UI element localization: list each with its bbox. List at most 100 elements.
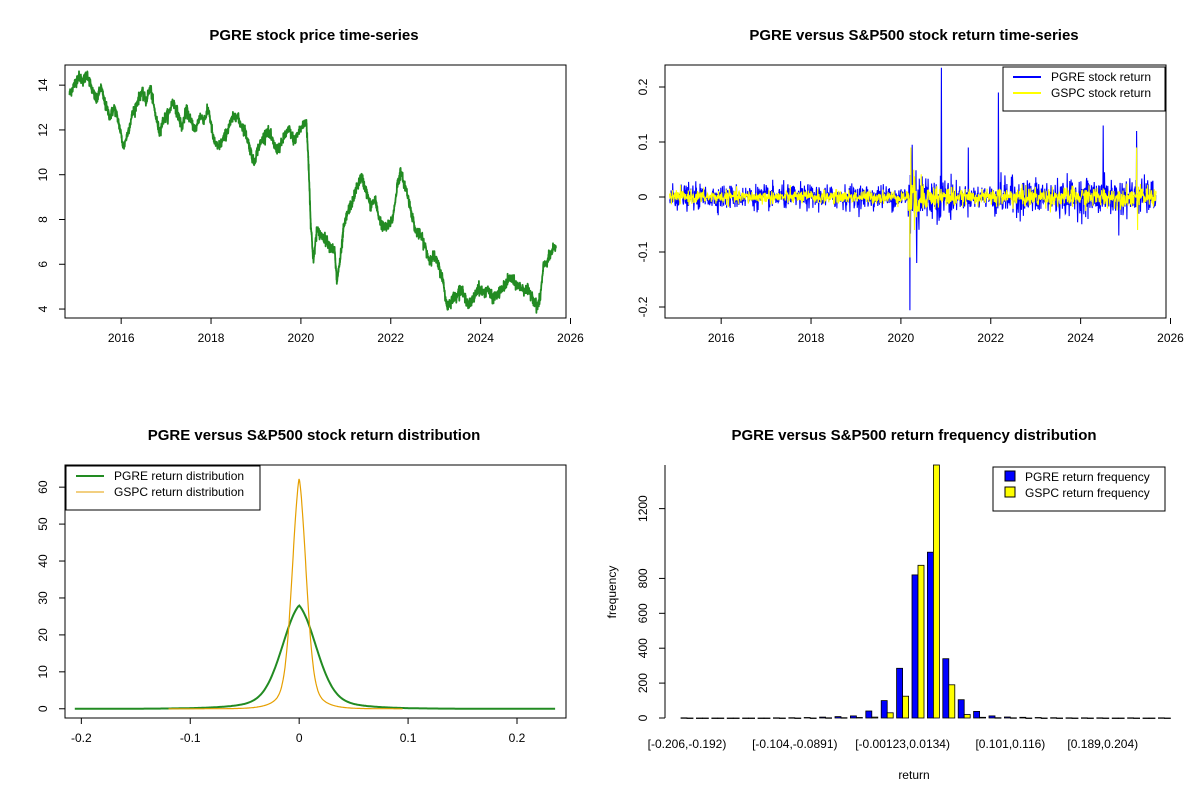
gspc-freq-bar: [763, 717, 771, 719]
returns-plot-frame: [664, 64, 1167, 319]
gspc-freq-bar: [917, 564, 925, 719]
gspc-freq-bar: [794, 717, 802, 719]
gspc-freq-bar: [902, 695, 909, 719]
returns-ytick-label: 0: [636, 193, 650, 200]
histogram-xlabel: return: [898, 768, 929, 782]
pgre-freq-bar: [973, 711, 980, 719]
density-legend-label: GSPC return distribution: [114, 485, 244, 499]
price-ytick-label: 8: [36, 216, 50, 223]
density-xtick-label: -0.1: [180, 731, 201, 745]
gspc-freq-bar: [748, 717, 755, 719]
returns-ytick-label: -0.2: [636, 296, 650, 317]
price-xtick-label: 2022: [377, 331, 404, 345]
pgre-freq-bar: [988, 715, 996, 719]
pgre-freq-bar: [1096, 717, 1104, 719]
pgre-freq-bar: [788, 717, 796, 719]
histogram-panel: PGRE versus S&P500 return frequency dist…: [605, 427, 1171, 782]
price-xtick-label: 2024: [467, 331, 494, 345]
histogram-ytick-label: 400: [636, 638, 650, 658]
histogram-xtick-label: [-0.206,-0.192): [648, 737, 727, 751]
density-legend-label: PGRE return distribution: [114, 469, 244, 483]
pgre-freq-bar: [1111, 717, 1119, 719]
gspc-freq-bar: [825, 717, 832, 719]
gspc-freq-bar: [994, 717, 1002, 719]
gspc-freq-bar: [1117, 717, 1125, 719]
gspc-freq-bar: [1071, 717, 1079, 719]
price-xtick-label: 2026: [557, 331, 584, 345]
price-line: [68, 70, 557, 314]
gspc-freq-bar: [1164, 717, 1171, 719]
returns-legend-box: [1002, 66, 1166, 112]
pgre-freq-bar: [726, 717, 734, 719]
histogram-legend-swatch: [1004, 486, 1016, 498]
density-ytick-label: 50: [36, 517, 50, 531]
returns-panel: PGRE versus S&P500 stock return time-ser…: [636, 27, 1184, 345]
pgre-freq-bar: [834, 716, 842, 719]
price-ytick-label: 14: [36, 78, 50, 92]
gspc-freq-bar: [732, 717, 740, 719]
gspc-freq-bar: [1040, 717, 1048, 719]
histogram-xtick-label: [0.189,0.204): [1067, 737, 1138, 751]
price-xtick-label: 2018: [198, 331, 225, 345]
pgre-freq-bar: [1034, 717, 1042, 719]
returns-ytick-label: 0.1: [636, 133, 650, 150]
density-ytick-label: 0: [36, 705, 50, 712]
histogram-xtick-label: [-0.00123,0.0134): [855, 737, 950, 751]
density-ytick-label: 40: [36, 554, 50, 568]
gspc-freq-bar: [1025, 717, 1033, 719]
gspc-freq-bar: [948, 684, 956, 719]
returns-xtick-label: 2020: [888, 331, 915, 345]
pgre-freq-bar: [819, 716, 826, 719]
gspc-freq-bar: [702, 717, 709, 719]
price-ytick-label: 4: [36, 305, 50, 312]
histogram-legend-box: [992, 466, 1166, 512]
pgre-freq-bar: [911, 574, 919, 719]
histogram-legend-label: PGRE return frequency: [1025, 470, 1150, 484]
histogram-xtick-label: [-0.104,-0.0891): [752, 737, 837, 751]
gspc-freq-bar: [1087, 717, 1094, 719]
returns-ytick-label: -0.1: [636, 241, 650, 262]
histogram-ytick-label: 200: [636, 673, 650, 693]
pgre-freq-bar: [1050, 717, 1057, 719]
returns-ytick-label: 0.2: [636, 78, 650, 95]
returns-chart-title: PGRE versus S&P500 stock return time-ser…: [749, 27, 1078, 44]
histogram-ytick-label: 1200: [636, 495, 650, 522]
gspc-freq-bar: [933, 464, 940, 719]
pgre-freq-bar: [757, 717, 765, 719]
pgre-freq-bar: [773, 717, 780, 719]
density-xtick-label: 0.1: [400, 731, 417, 745]
pgre-freq-bar: [696, 717, 703, 719]
pgre-freq-bar: [927, 551, 934, 719]
gspc-density-line: [168, 478, 403, 710]
price-xtick-label: 2016: [108, 331, 135, 345]
density-xtick-label: 0: [296, 731, 303, 745]
histogram-xtick-label: [0.101,0.116): [975, 737, 1045, 751]
pgre-density-line: [74, 604, 556, 710]
gspc-freq-bar: [1056, 717, 1063, 719]
pgre-freq-bar: [942, 658, 950, 719]
density-xtick-label: 0.2: [509, 731, 526, 745]
pgre-freq-bar: [1142, 717, 1150, 719]
gspc-freq-bar: [1010, 717, 1017, 719]
gspc-freq-bar: [1133, 717, 1140, 719]
density-panel: PGRE versus S&P500 stock return distribu…: [36, 427, 567, 745]
gspc-freq-bar: [686, 717, 694, 719]
density-ytick-label: 60: [36, 480, 50, 494]
gspc-freq-bar: [979, 716, 986, 719]
histogram-ylabel: frequency: [605, 566, 619, 619]
pgre-freq-bar: [850, 715, 857, 719]
gspc-freq-bar: [871, 716, 879, 719]
gspc-freq-bar: [856, 717, 863, 719]
density-ytick-label: 20: [36, 628, 50, 642]
histogram-legend-label: GSPC return frequency: [1025, 486, 1150, 500]
gspc-freq-bar: [840, 717, 848, 719]
histogram-ytick-label: 600: [636, 603, 650, 623]
histogram-legend-swatch: [1004, 470, 1016, 482]
returns-xtick-label: 2024: [1067, 331, 1094, 345]
returns-xtick-label: 2018: [798, 331, 825, 345]
returns-xtick-label: 2022: [977, 331, 1004, 345]
pgre-freq-bar: [742, 717, 749, 719]
returns-xtick-label: 2026: [1157, 331, 1184, 345]
pgre-freq-bar: [865, 710, 873, 719]
